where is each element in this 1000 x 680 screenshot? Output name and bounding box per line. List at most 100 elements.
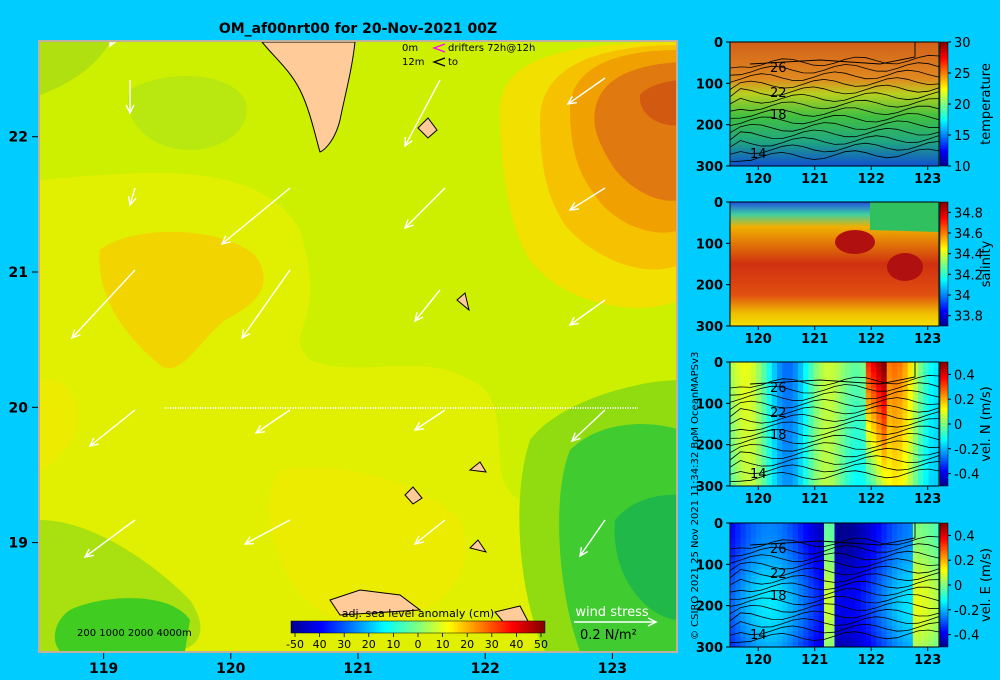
wind-arrow (413, 519, 446, 546)
wind-arrow (243, 519, 291, 545)
map-y-ticks: 22 21 20 19 (9, 130, 38, 552)
copyright-text: © CSIRO 2021 25 Nov 2021 11:34:32 BoM Oc… (690, 352, 701, 640)
cbar-tick-label: 34 (954, 289, 971, 304)
wind-arrow (568, 299, 606, 326)
section-variable-label: vel. N (m/s) (979, 386, 994, 461)
sla-tick-label: 40 (509, 638, 523, 651)
section-y-tick-label: 300 (696, 641, 723, 656)
section-variable-label: vel. E (m/s) (979, 548, 994, 622)
section-y-tick-label: 300 (696, 160, 723, 175)
contour-label: 14 (750, 467, 767, 482)
cbar-tick-label: 0.4 (954, 368, 975, 383)
sla-tick-label: 10 (436, 638, 450, 651)
cbar-tick-label: 15 (954, 129, 971, 144)
sla-map: 119 120 121 122 123 22 21 20 19 (9, 40, 678, 677)
section-x-tick-label: 122 (858, 172, 885, 187)
section-frame (729, 41, 940, 167)
wind-arrow (83, 519, 136, 558)
section-x-tick-label: 121 (801, 332, 828, 347)
wind-arrow (88, 409, 136, 448)
contour-label: 26 (770, 61, 787, 76)
sla-tick-label: 30 (485, 638, 499, 651)
map-x-tick-label: 119 (89, 661, 118, 677)
section-panel-3: 26 22 18 14 120 121 122 123 0 100 200 300 0.4 0.2 0 -0.… (696, 356, 994, 507)
wind-arrow (109, 42, 117, 48)
contour-label: 22 (770, 86, 787, 101)
cbar-tick-label: -0.4 (954, 629, 979, 644)
section-y-tick-label: 100 (696, 397, 723, 412)
wind-legend-arrowhead-icon (647, 617, 658, 627)
wind-arrow (404, 79, 441, 148)
sla-tick-label: 10 (386, 638, 400, 651)
wind-arrow (570, 409, 606, 443)
section-y-tick-label: 200 (696, 439, 723, 454)
map-y-tick-label: 19 (9, 536, 28, 552)
contour-label: 14 (750, 628, 767, 643)
cbar-tick-label: 25 (954, 67, 971, 82)
cbar-tick-label: 30 (954, 36, 971, 51)
section-y-tick-label: 300 (696, 480, 723, 495)
cbar-tick-label: 0.4 (954, 529, 975, 544)
drifter-depth-1: 0m (402, 43, 418, 54)
wind-arrow (254, 409, 291, 434)
sla-tick-label: 20 (460, 638, 474, 651)
section-x-tick-label: 122 (858, 653, 885, 668)
cbar-tick-label: 0 (954, 418, 962, 433)
wind-arrow (579, 519, 606, 558)
sla-colorbar-bar (290, 620, 546, 634)
section-x-tick-label: 121 (801, 172, 828, 187)
section-panel-1: 26 22 18 14 120 121 122 123 0 100 200 300 30 25 20 15 10… (696, 36, 994, 187)
sla-colorbar-label: adj. sea level anomaly (cm) (342, 607, 494, 620)
cbar-tick-label: 0 (954, 579, 962, 594)
section-colorbar (939, 41, 949, 167)
wind-arrow (413, 409, 446, 431)
section-x-tick-label: 120 (745, 172, 772, 187)
map-x-tick-label: 123 (598, 661, 627, 677)
map-x-tick-label: 122 (471, 661, 500, 677)
section-y-tick-label: 0 (714, 196, 723, 211)
cbar-tick-label: 33.8 (954, 310, 983, 325)
contour-label: 18 (770, 589, 787, 604)
map-y-tick-label: 21 (9, 265, 28, 281)
section-x-tick-label: 122 (858, 492, 885, 507)
cbar-tick-label: -0.2 (954, 604, 979, 619)
section-y-tick-label: 200 (696, 279, 723, 294)
section-y-tick-label: 100 (696, 558, 723, 573)
contour-label: 18 (770, 108, 787, 123)
section-field (730, 42, 939, 166)
section-y-tick-label: 0 (714, 517, 723, 532)
cbar-tick-label: 0.2 (954, 554, 975, 569)
sla-tick-label: 30 (337, 638, 351, 651)
sla-tick-label: 50 (534, 638, 548, 651)
sla-tick-label: -50 (286, 638, 304, 651)
high-salinity-core (835, 230, 875, 254)
section-variable-label: temperature (979, 63, 994, 145)
wind-legend-value: 0.2 N/m² (580, 628, 637, 643)
section-y-tick-label: 0 (714, 356, 723, 371)
wind-arrow (403, 187, 446, 230)
section-frame (729, 522, 940, 648)
wind-legend-title: wind stress (575, 605, 649, 620)
cbar-tick-label: 10 (954, 160, 971, 175)
wind-stress-legend: wind stress 0.2 N/m² (574, 605, 658, 643)
contour-label: 18 (770, 428, 787, 443)
wind-arrow (127, 187, 137, 207)
section-y-tick-label: 100 (696, 237, 723, 252)
map-x-tick-label: 120 (216, 661, 245, 677)
map-x-tick-label: 121 (343, 661, 372, 677)
contour-label: 26 (770, 381, 787, 396)
section-x-tick-label: 120 (745, 492, 772, 507)
wind-arrow (220, 187, 291, 246)
section-colorbar (939, 201, 949, 327)
sla-field (40, 42, 676, 651)
map-y-tick-label: 22 (9, 130, 28, 146)
cbar-tick-label: 34.4 (954, 248, 983, 263)
black-drifter-icon (432, 57, 446, 67)
section-frame (729, 361, 940, 487)
contour-lines (729, 523, 940, 643)
wind-arrow (241, 269, 291, 340)
section-y-tick-label: 0 (714, 36, 723, 51)
drifter-legend: 0m drifters 72h@12h 12m to (402, 43, 535, 68)
contour-lines (729, 42, 940, 162)
